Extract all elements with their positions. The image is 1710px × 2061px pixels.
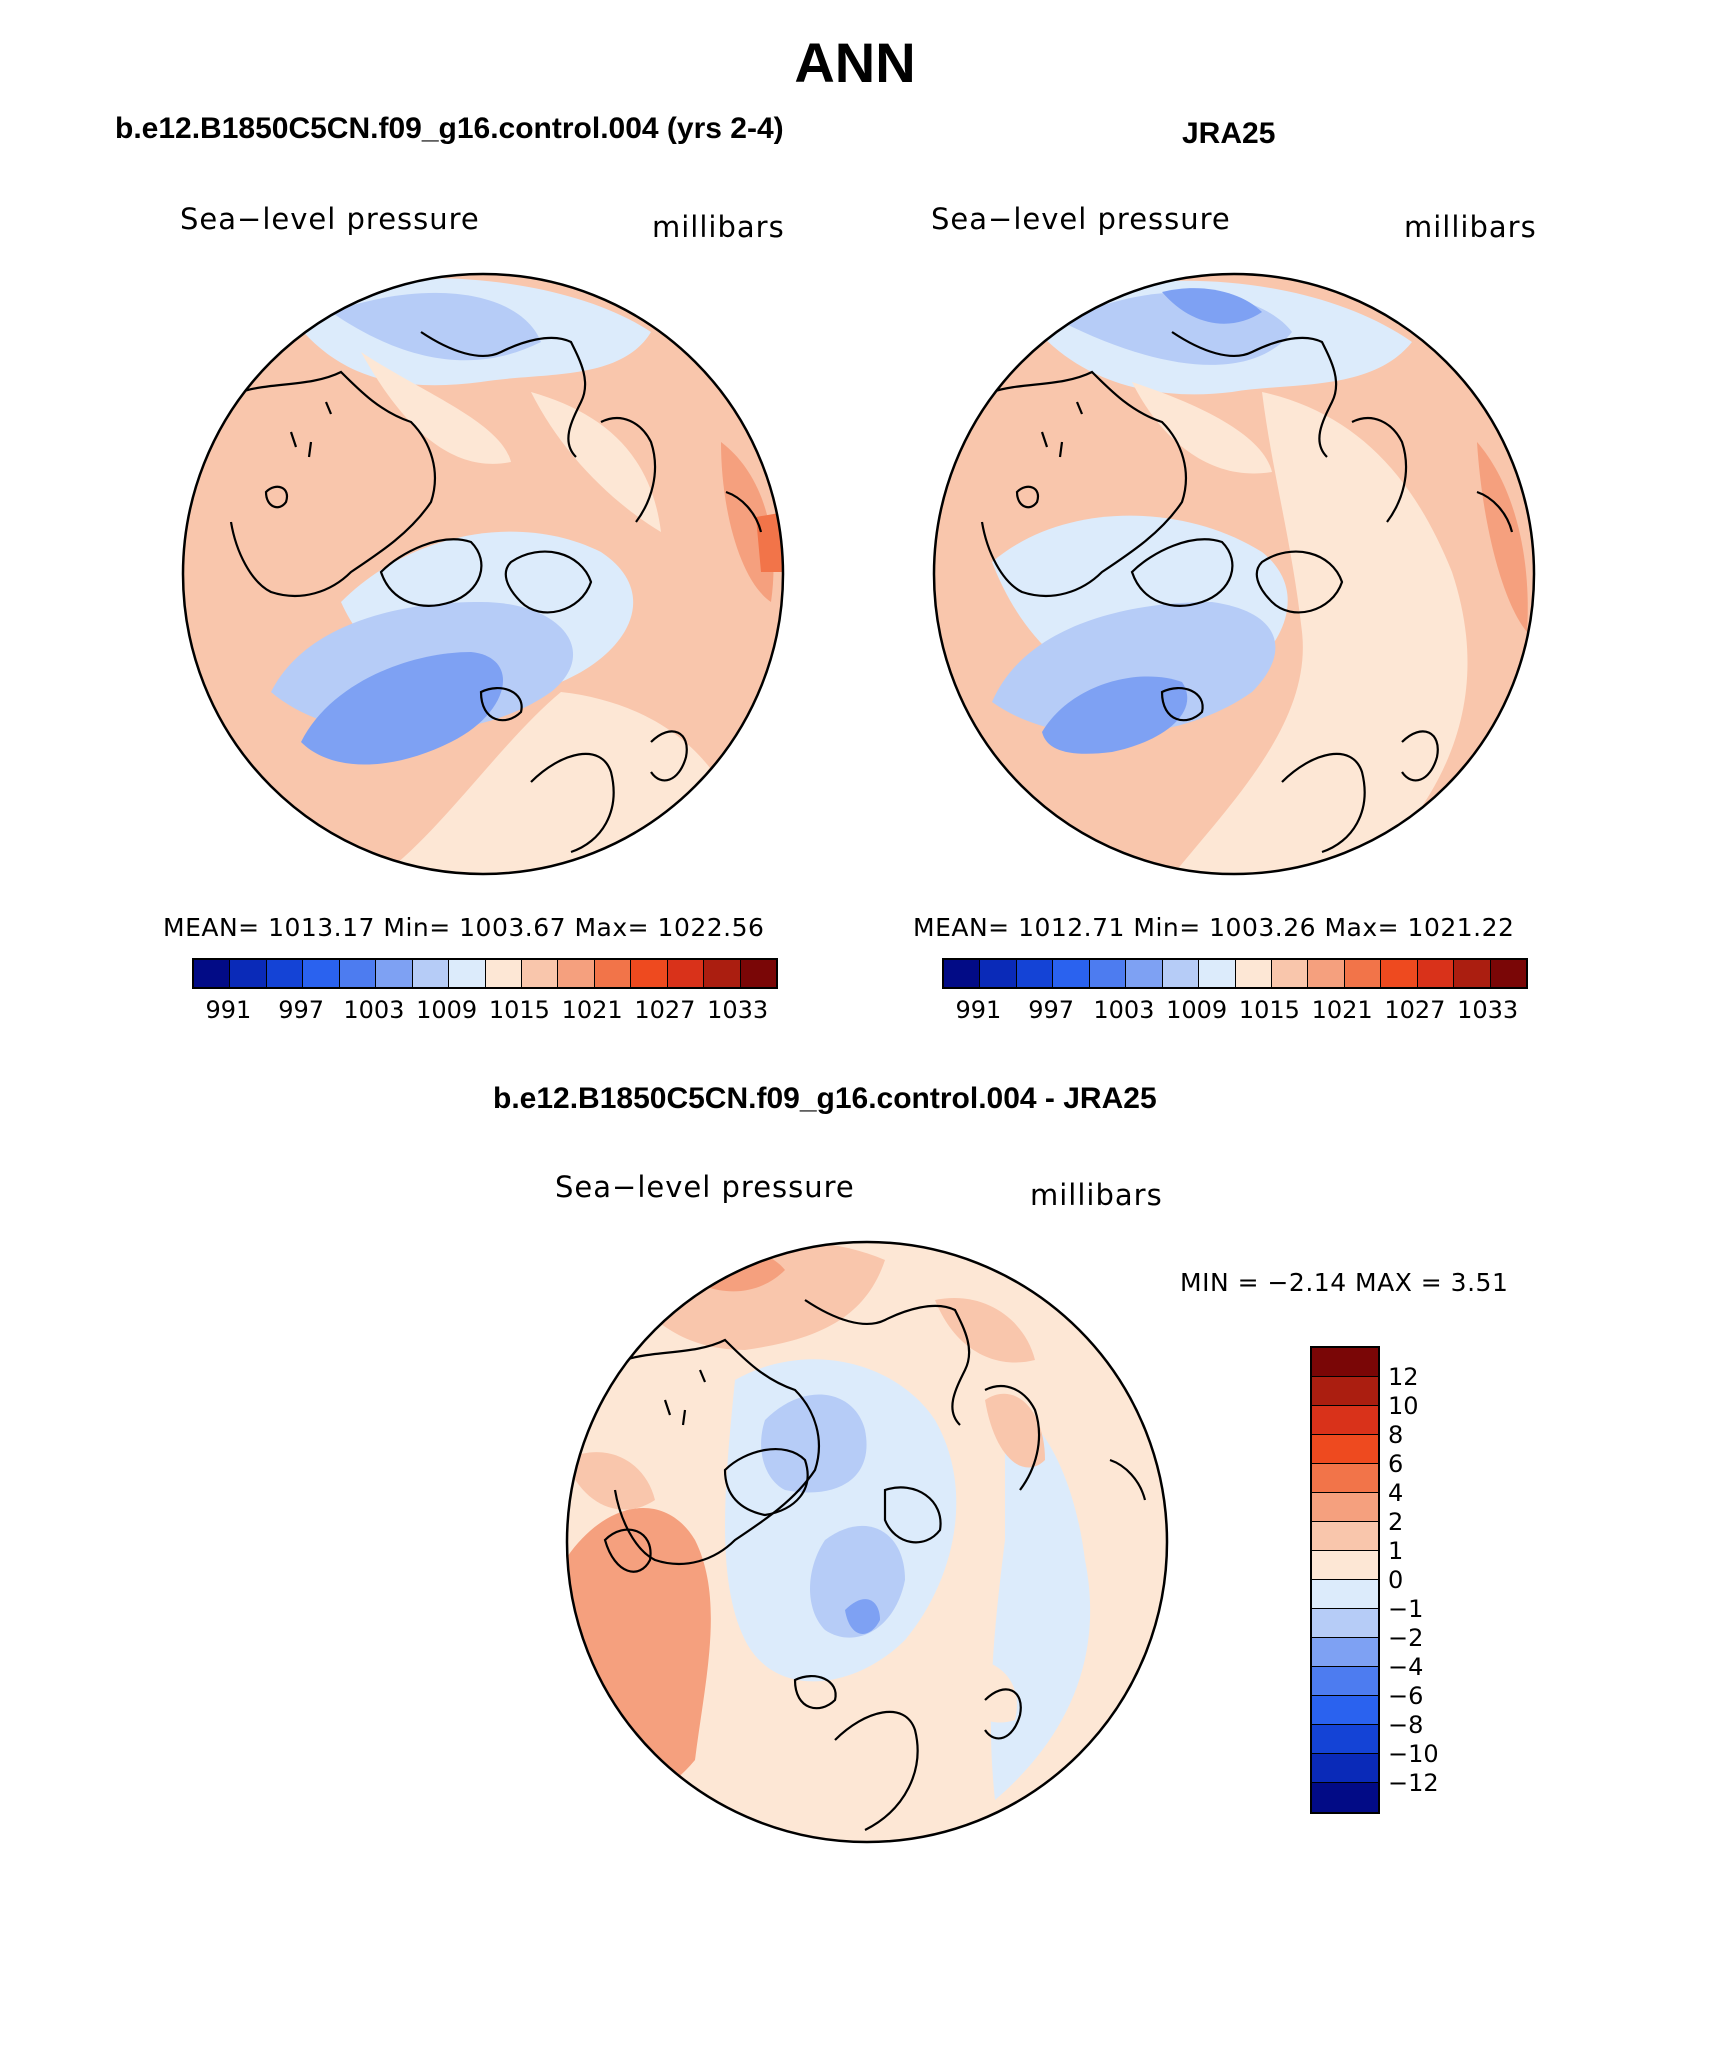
colorbar-swatch bbox=[1312, 1725, 1378, 1754]
colorbar-tick-label: −2 bbox=[1388, 1624, 1424, 1652]
colorbar-swatch bbox=[194, 960, 231, 987]
colorbar-swatch bbox=[1312, 1435, 1378, 1464]
colorbar-tick-label: 1021 bbox=[1311, 996, 1373, 1024]
colorbar-swatch bbox=[1089, 960, 1127, 987]
panel-3-units-label: millibars bbox=[1030, 1178, 1163, 1212]
colorbar-swatch bbox=[1312, 1522, 1378, 1551]
panel-2-variable-label: Sea−level pressure bbox=[931, 202, 1231, 236]
colorbar-swatch bbox=[1344, 960, 1382, 987]
colorbar-tick-label: −8 bbox=[1388, 1711, 1424, 1739]
colorbar-swatch bbox=[594, 960, 632, 987]
colorbar-tick-label: −6 bbox=[1388, 1682, 1424, 1710]
colorbar-swatch bbox=[1312, 1580, 1378, 1609]
colorbar-tick-label: 0 bbox=[1388, 1566, 1404, 1594]
colorbar-tick-label: −1 bbox=[1388, 1595, 1424, 1623]
colorbar-tick-label: 2 bbox=[1388, 1508, 1404, 1536]
colorbar-swatch bbox=[412, 960, 450, 987]
colorbar-tick-label: 1015 bbox=[488, 996, 550, 1024]
colorbar-swatch bbox=[980, 960, 1017, 987]
colorbar-swatch bbox=[1312, 1667, 1378, 1696]
panel-1-stats: MEAN= 1013.17 Min= 1003.67 Max= 1022.56 bbox=[163, 913, 765, 942]
colorbar-tick-label: 1033 bbox=[1457, 996, 1519, 1024]
colorbar-tick-label: −4 bbox=[1388, 1653, 1424, 1681]
colorbar-swatch bbox=[485, 960, 522, 987]
colorbar-swatch bbox=[1312, 1638, 1378, 1667]
colorbar-tick-label: 4 bbox=[1388, 1479, 1404, 1507]
colorbar-swatch bbox=[1454, 960, 1491, 987]
colorbar-tick-label: 1015 bbox=[1238, 996, 1300, 1024]
colorbar-swatch bbox=[376, 960, 413, 987]
colorbar-swatch bbox=[1312, 1348, 1378, 1377]
colorbar-tick-label: −10 bbox=[1388, 1740, 1439, 1768]
colorbar-tick-label: 8 bbox=[1388, 1421, 1404, 1449]
colorbar-swatch bbox=[558, 960, 595, 987]
panel-3-title: b.e12.B1850C5CN.f09_g16.control.004 - JR… bbox=[493, 1082, 1157, 1115]
colorbar-tick-label: 12 bbox=[1388, 1363, 1419, 1391]
colorbar-tick-label: 997 bbox=[278, 996, 325, 1024]
colorbar-tick-label: 1027 bbox=[1384, 996, 1446, 1024]
colorbar-swatch bbox=[230, 960, 267, 987]
colorbar-swatch bbox=[1126, 960, 1163, 987]
colorbar-swatch bbox=[1016, 960, 1054, 987]
colorbar-tick-label: 991 bbox=[205, 996, 252, 1024]
colorbar-swatch bbox=[1312, 1609, 1378, 1638]
panel-2-colorbar bbox=[942, 958, 1528, 989]
panel-3-variable-label: Sea−level pressure bbox=[555, 1170, 855, 1204]
colorbar-swatch bbox=[1490, 960, 1526, 987]
colorbar-swatch bbox=[1053, 960, 1090, 987]
colorbar-tick-label: 1021 bbox=[561, 996, 623, 1024]
colorbar-swatch bbox=[1271, 960, 1309, 987]
colorbar-swatch bbox=[944, 960, 981, 987]
colorbar-tick-label: 10 bbox=[1388, 1392, 1419, 1420]
colorbar-swatch bbox=[1312, 1551, 1378, 1580]
colorbar-swatch bbox=[449, 960, 486, 987]
colorbar-swatch bbox=[1235, 960, 1272, 987]
colorbar-swatch bbox=[1312, 1377, 1378, 1406]
panel-1-variable-label: Sea−level pressure bbox=[180, 202, 480, 236]
colorbar-swatch bbox=[1312, 1783, 1378, 1812]
colorbar-swatch bbox=[1199, 960, 1236, 987]
figure-title: ANN bbox=[794, 31, 916, 94]
colorbar-swatch bbox=[1312, 1493, 1378, 1522]
difference-colorbar bbox=[1310, 1346, 1380, 1814]
colorbar-swatch bbox=[521, 960, 559, 987]
panel-3-stats: MIN = −2.14 MAX = 3.51 bbox=[1180, 1268, 1509, 1297]
colorbar-swatch bbox=[303, 960, 340, 987]
colorbar-tick-label: −12 bbox=[1388, 1769, 1439, 1797]
colorbar-swatch bbox=[1381, 960, 1418, 987]
panel-2-polar-map bbox=[932, 272, 1536, 876]
colorbar-tick-label: 1009 bbox=[416, 996, 478, 1024]
colorbar-tick-label: 1033 bbox=[707, 996, 769, 1024]
panel-2-units-label: millibars bbox=[1404, 210, 1537, 244]
colorbar-tick-label: 1027 bbox=[634, 996, 696, 1024]
panel-2-title: JRA25 bbox=[1182, 117, 1276, 150]
panel-1-units-label: millibars bbox=[652, 210, 785, 244]
colorbar-tick-label: 1003 bbox=[1093, 996, 1155, 1024]
colorbar-swatch bbox=[266, 960, 304, 987]
colorbar-swatch bbox=[1312, 1464, 1378, 1493]
colorbar-swatch bbox=[1312, 1406, 1378, 1435]
colorbar-tick-label: 991 bbox=[955, 996, 1002, 1024]
colorbar-swatch bbox=[1162, 960, 1200, 987]
panel-1-title: b.e12.B1850C5CN.f09_g16.control.004 (yrs… bbox=[115, 112, 784, 145]
colorbar-tick-label: 1 bbox=[1388, 1537, 1404, 1565]
panel-2-stats: MEAN= 1012.71 Min= 1003.26 Max= 1021.22 bbox=[913, 913, 1515, 942]
panel-1-polar-map bbox=[181, 272, 785, 876]
colorbar-swatch bbox=[740, 960, 776, 987]
colorbar-tick-label: 1003 bbox=[343, 996, 405, 1024]
colorbar-tick-label: 1009 bbox=[1166, 996, 1228, 1024]
colorbar-swatch bbox=[1312, 1696, 1378, 1725]
colorbar-tick-label: 6 bbox=[1388, 1450, 1404, 1478]
colorbar-swatch bbox=[1312, 1754, 1378, 1783]
colorbar-tick-label: 997 bbox=[1028, 996, 1075, 1024]
colorbar-swatch bbox=[1417, 960, 1455, 987]
colorbar-swatch bbox=[1308, 960, 1345, 987]
colorbar-swatch bbox=[667, 960, 705, 987]
colorbar-swatch bbox=[631, 960, 668, 987]
colorbar-swatch bbox=[339, 960, 377, 987]
panel-1-colorbar bbox=[192, 958, 778, 989]
panel-3-polar-map bbox=[565, 1240, 1169, 1844]
colorbar-swatch bbox=[704, 960, 741, 987]
